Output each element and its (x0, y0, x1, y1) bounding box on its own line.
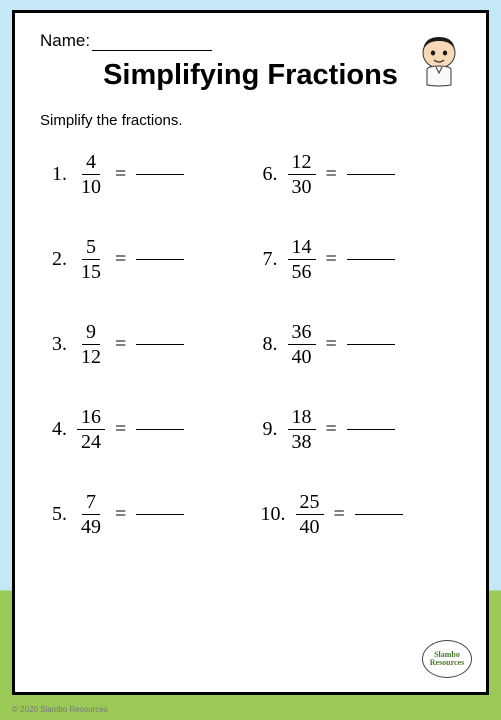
problem-number: 7. (256, 248, 278, 271)
problem-item: 7. 1456 = (256, 236, 457, 283)
equals: = (334, 503, 345, 526)
equals: = (115, 163, 126, 186)
problem-item: 10. 2540 = (256, 491, 457, 538)
worksheet-page: Name: Simplifying Fractions Simplify the… (12, 10, 489, 695)
answer-blank[interactable] (136, 344, 184, 345)
problem-number: 4. (45, 418, 67, 441)
answer-blank[interactable] (355, 514, 403, 515)
equals: = (115, 248, 126, 271)
problem-item: 3. 912 = (45, 321, 246, 368)
fraction: 749 (77, 491, 105, 538)
name-row: Name: (40, 31, 461, 51)
answer-blank[interactable] (347, 344, 395, 345)
problem-number: 6. (256, 163, 278, 186)
problem-item: 1. 410 = (45, 151, 246, 198)
answer-blank[interactable] (347, 174, 395, 175)
problem-number: 8. (256, 333, 278, 356)
problem-item: 2. 515 = (45, 236, 246, 283)
equals: = (326, 333, 337, 356)
equals: = (326, 163, 337, 186)
answer-blank[interactable] (136, 429, 184, 430)
problems-grid: 1. 410 = 6. 1230 = 2. 515 = 7. 1456 = 3. 912 = 8. 3… (40, 151, 461, 538)
equals: = (326, 248, 337, 271)
equals: = (115, 503, 126, 526)
problem-item: 4. 1624 = (45, 406, 246, 453)
answer-blank[interactable] (136, 514, 184, 515)
answer-blank[interactable] (347, 429, 395, 430)
problem-number: 9. (256, 418, 278, 441)
answer-blank[interactable] (136, 174, 184, 175)
problem-item: 6. 1230 = (256, 151, 457, 198)
fraction: 1624 (77, 406, 105, 453)
problem-number: 10. (256, 503, 286, 526)
boy-avatar-icon (414, 33, 464, 89)
equals: = (115, 418, 126, 441)
equals: = (115, 333, 126, 356)
fraction: 912 (77, 321, 105, 368)
problem-item: 8. 3640 = (256, 321, 457, 368)
problem-number: 3. (45, 333, 67, 356)
problem-item: 9. 1838 = (256, 406, 457, 453)
problem-number: 1. (45, 163, 67, 186)
fraction: 1456 (288, 236, 316, 283)
brand-logo: Slambo Resources (422, 640, 472, 678)
fraction: 2540 (296, 491, 324, 538)
problem-number: 5. (45, 503, 67, 526)
instruction-text: Simplify the fractions. (40, 112, 461, 129)
answer-blank[interactable] (136, 259, 184, 260)
answer-blank[interactable] (347, 259, 395, 260)
problem-item: 5. 749 = (45, 491, 246, 538)
fraction: 515 (77, 236, 105, 283)
worksheet-title: Simplifying Fractions (40, 59, 461, 92)
problem-number: 2. (45, 248, 67, 271)
copyright-text: © 2020 Slambo Resources (12, 705, 108, 714)
fraction: 1838 (288, 406, 316, 453)
name-blank[interactable] (92, 50, 212, 51)
fraction: 3640 (288, 321, 316, 368)
fraction: 410 (77, 151, 105, 198)
name-label: Name: (40, 31, 90, 50)
fraction: 1230 (288, 151, 316, 198)
equals: = (326, 418, 337, 441)
